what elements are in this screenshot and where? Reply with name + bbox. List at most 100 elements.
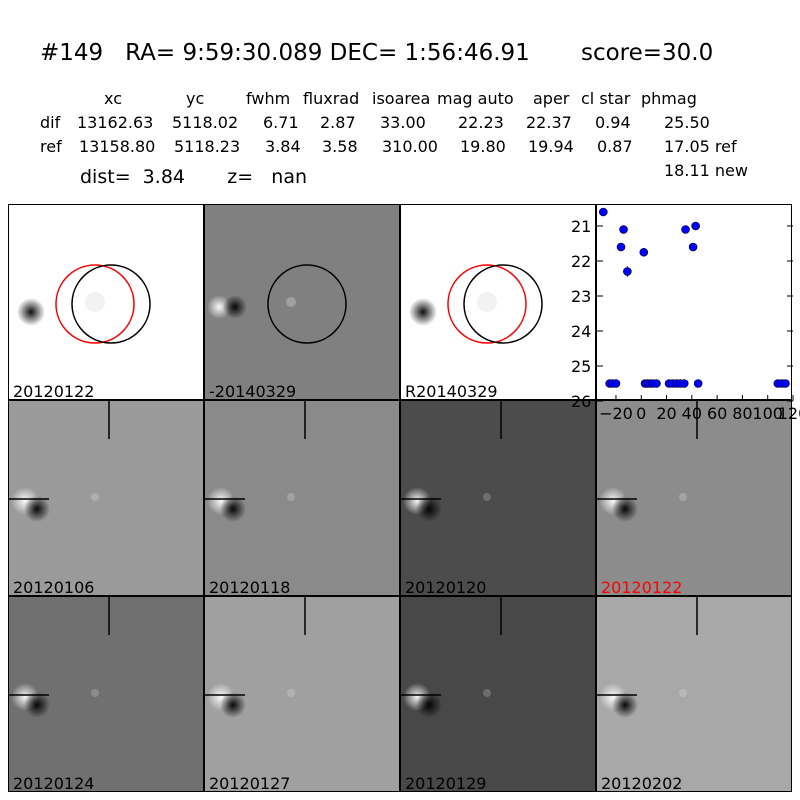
faint-source [679, 689, 687, 697]
aperture-circle [55, 264, 135, 344]
header-title: #149 RA= 9:59:30.089 DEC= 1:56:46.91 sco… [40, 40, 714, 66]
table-cell: 5118.02 [172, 113, 239, 132]
data-point [623, 267, 632, 276]
x-tick-label: 0 [636, 404, 646, 423]
table-cell: 2.87 [320, 113, 356, 132]
column-header: fluxrad [303, 89, 360, 108]
y-tick-label: 25 [571, 357, 591, 376]
table-cell: 25.50 [664, 113, 710, 132]
residual-negative [416, 692, 442, 718]
data-point [599, 207, 608, 217]
aperture-circle [71, 264, 151, 344]
data-point [781, 379, 790, 388]
data-point [693, 379, 703, 388]
panel-label: 20120122 [13, 382, 95, 400]
image-panel: 20120106 [8, 400, 204, 596]
image-panel: -20140329 [204, 204, 400, 400]
panel-label: 20120120 [405, 578, 487, 596]
column-header: fwhm [246, 89, 291, 108]
column-header: isoarea [372, 89, 431, 108]
table-cell: 19.80 [460, 137, 506, 156]
star-source [17, 298, 45, 326]
panel-label: 20120122 [601, 578, 683, 596]
data-point [616, 242, 626, 252]
data-point [681, 225, 690, 234]
x-tick-label: 40 [682, 404, 702, 423]
y-tick-label: 21 [571, 217, 591, 236]
y-tick-label: 22 [571, 252, 591, 271]
x-tick-label: −20 [599, 404, 633, 423]
x-tick-label: 60 [707, 404, 727, 423]
table-cell: 5118.23 [174, 137, 241, 156]
data-point [688, 242, 698, 252]
table-cell: 22.23 [458, 113, 504, 132]
image-panel: 20120118 [204, 400, 400, 596]
cutout-image [207, 264, 347, 344]
panel-label: 20120129 [405, 774, 487, 792]
y-tick-label: 23 [571, 287, 591, 306]
residual-negative [416, 496, 442, 522]
panel-label: 20120106 [13, 578, 95, 596]
table-cell: 310.00 [382, 137, 438, 156]
faint-source [91, 689, 99, 697]
table-cell: 3.84 [265, 137, 301, 156]
panel-label: 20120127 [209, 774, 291, 792]
cutout-image [597, 597, 698, 718]
cutout-image [205, 401, 306, 522]
data-point [639, 247, 649, 257]
column-header: cl star [581, 89, 631, 108]
star-source [409, 298, 437, 326]
image-panel: 20120129 [400, 596, 596, 792]
image-panel: 20120122 [596, 400, 792, 596]
table-cell: 0.87 [597, 137, 633, 156]
cutout-image [401, 597, 502, 718]
cutout-image [9, 401, 110, 522]
residual-negative [612, 496, 638, 522]
row-label: dif [40, 113, 61, 132]
table-cell: 3.58 [322, 137, 358, 156]
table-cell: 6.71 [263, 113, 299, 132]
panel-label: 20120118 [209, 578, 291, 596]
cutout-image [17, 264, 151, 344]
cutout-image [597, 401, 698, 522]
x-tick-label: 120 [778, 404, 800, 423]
aperture-circle [267, 264, 347, 344]
faint-source [287, 689, 295, 697]
residual-negative [220, 496, 246, 522]
data-point [619, 225, 628, 234]
y-tick-label: 26 [571, 392, 591, 411]
column-header: mag auto [437, 89, 514, 108]
data-point [611, 379, 621, 388]
image-panel: 20120124 [8, 596, 204, 792]
data-point [652, 379, 661, 388]
image-panel: R20140329 [400, 204, 596, 400]
table-cell: 0.94 [595, 113, 631, 132]
x-tick-label: 80 [732, 404, 752, 423]
image-panel: 20120202 [596, 596, 792, 792]
table-cell: 19.94 [528, 137, 574, 156]
faint-source [287, 493, 295, 501]
lightcurve-chart: 21 22 23 24 25 26 −200 20 40 60 80100120 [571, 204, 800, 423]
table-cell: 17.05 ref [664, 137, 737, 156]
faint-source [91, 493, 99, 501]
x-tick-label: 20 [656, 404, 676, 423]
panel-label: 20120124 [13, 774, 95, 792]
faint-source [483, 493, 491, 501]
table-cell: 33.00 [380, 113, 426, 132]
aperture-circle [463, 264, 543, 344]
residual-negative [223, 295, 247, 319]
cutout-image [205, 597, 306, 718]
table-cell: 13158.80 [79, 137, 156, 156]
phmag-new: 18.11 new [664, 161, 748, 180]
table-cell: 13162.63 [77, 113, 154, 132]
faint-source [483, 689, 491, 697]
x-tick-label: 100 [752, 404, 783, 423]
column-header: aper [533, 89, 570, 108]
faint-source [286, 297, 296, 307]
cutout-image [9, 597, 110, 718]
faint-source [85, 292, 105, 312]
image-panel: 20120122 [8, 204, 204, 400]
cutout-image [401, 401, 502, 522]
data-point [691, 221, 700, 231]
image-panel: 20120120 [400, 400, 596, 596]
